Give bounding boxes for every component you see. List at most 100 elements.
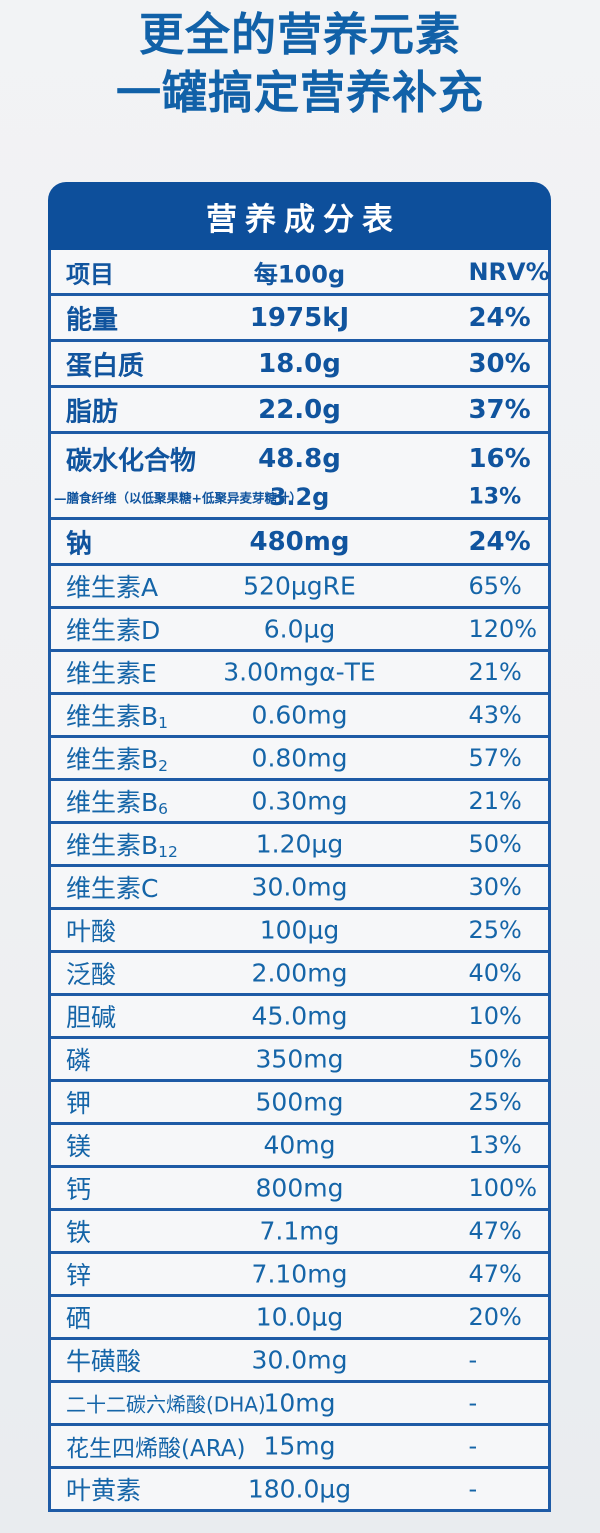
row-nrv: 100% bbox=[468, 1174, 538, 1202]
table-row: 磷 350mg 50% bbox=[51, 1036, 548, 1079]
row-nrv: 40% bbox=[468, 959, 522, 987]
row-value: 480mg bbox=[249, 526, 350, 557]
table-title: 营养成分表 bbox=[206, 201, 401, 238]
row-label: 锌 bbox=[66, 1261, 92, 1290]
table-row: 蛋白质 18.0g 30% bbox=[51, 339, 548, 385]
row-label: 维生素E bbox=[66, 659, 157, 688]
table-row: 维生素D 6.0μg 120% bbox=[51, 606, 548, 649]
row-nrv: 20% bbox=[468, 1303, 522, 1331]
table-row: 二十二碳六烯酸(DHA) 10mg - bbox=[51, 1380, 548, 1423]
page-title: 更全的营养元素 一罐搞定营养补充 bbox=[0, 6, 600, 122]
table-row: 镁 40mg 13% bbox=[51, 1122, 548, 1165]
row-nrv: 25% bbox=[468, 1088, 522, 1116]
row-label: 维生素B1 bbox=[66, 702, 169, 732]
fiber-sub-line: —膳食纤维（以低聚果糖+低聚异麦芽糖计） 3.2g 13% bbox=[51, 482, 548, 517]
row-label: 叶黄素 bbox=[66, 1476, 142, 1505]
fiber-value: 3.2g bbox=[269, 482, 330, 511]
column-header-row: 项目 每100g NRV% bbox=[51, 250, 550, 293]
row-value: 15mg bbox=[263, 1431, 336, 1461]
row-label: 牛磺酸 bbox=[66, 1347, 142, 1376]
row-value: 40mg bbox=[263, 1130, 336, 1160]
row-label: 钠 bbox=[66, 529, 93, 559]
row-label: 铁 bbox=[66, 1218, 92, 1247]
row-value: 0.80mg bbox=[251, 743, 348, 773]
table-row: 能量 1975kJ 24% bbox=[51, 293, 548, 339]
table-row: 钠 480mg 24% bbox=[51, 517, 548, 563]
row-value: 45.0mg bbox=[251, 1001, 348, 1031]
page-title-line2: 一罐搞定营养补充 bbox=[115, 66, 484, 119]
row-nrv: 25% bbox=[468, 916, 522, 944]
table-row: 花生四烯酸(ARA) 15mg - bbox=[51, 1423, 548, 1466]
column-header-nrv: NRV% bbox=[468, 257, 550, 286]
carb-main-line: 碳水化合物 48.8g 16% bbox=[51, 434, 548, 484]
table-row: 硒 10.0μg 20% bbox=[51, 1294, 548, 1337]
table-row: 叶酸 100μg 25% bbox=[51, 907, 548, 950]
table-row: 脂肪 22.0g 37% bbox=[51, 385, 548, 431]
fiber-nrv: 13% bbox=[468, 484, 522, 510]
row-nrv: 57% bbox=[468, 744, 522, 772]
table-row: 维生素A 520μgRE 65% bbox=[51, 563, 548, 606]
nutrition-table-card: 营养成分表 项目 每100g NRV% 能量 1975kJ 24% 蛋白质 18… bbox=[48, 182, 551, 1512]
row-nrv: 30% bbox=[468, 348, 531, 379]
table-row: 钾 500mg 25% bbox=[51, 1079, 548, 1122]
row-nrv: 10% bbox=[468, 1002, 522, 1030]
row-value: 800mg bbox=[255, 1173, 344, 1203]
row-nrv: - bbox=[468, 1475, 478, 1503]
row-label: 叶酸 bbox=[66, 917, 117, 946]
row-label: 硒 bbox=[66, 1304, 92, 1333]
table-row: 叶黄素 180.0μg - bbox=[51, 1466, 548, 1509]
row-value: 10.0μg bbox=[255, 1302, 344, 1332]
row-label: 维生素B6 bbox=[66, 788, 169, 818]
table-row-carbohydrate: 碳水化合物 48.8g 16% —膳食纤维（以低聚果糖+低聚异麦芽糖计） 3.2… bbox=[51, 431, 548, 517]
row-label: 胆碱 bbox=[66, 1003, 117, 1032]
row-label: 钙 bbox=[66, 1175, 92, 1204]
row-nrv: 21% bbox=[468, 787, 522, 815]
row-value: 0.30mg bbox=[251, 786, 348, 816]
row-nrv: 24% bbox=[468, 302, 531, 333]
row-value: 2.00mg bbox=[251, 958, 348, 988]
row-value: 10mg bbox=[263, 1388, 336, 1418]
row-label: 维生素B2 bbox=[66, 745, 169, 775]
row-value: 500mg bbox=[255, 1087, 344, 1117]
row-nrv: 30% bbox=[468, 873, 522, 901]
row-nrv: 43% bbox=[468, 701, 522, 729]
row-value: 18.0g bbox=[258, 348, 341, 379]
row-value: 520μgRE bbox=[243, 571, 356, 601]
row-value: 30.0mg bbox=[251, 1345, 348, 1375]
row-value: 1.20μg bbox=[255, 829, 344, 859]
row-nrv: 21% bbox=[468, 658, 522, 686]
row-value: 7.1mg bbox=[259, 1216, 340, 1246]
row-nrv: 16% bbox=[468, 444, 531, 474]
table-row: 维生素B2 0.80mg 57% bbox=[51, 735, 548, 778]
row-label: 花生四烯酸(ARA) bbox=[66, 1436, 246, 1462]
row-nrv: 47% bbox=[468, 1217, 522, 1245]
column-header-item: 项目 bbox=[66, 260, 114, 288]
fiber-label: —膳食纤维（以低聚果糖+低聚异麦芽糖计） bbox=[54, 490, 302, 506]
row-value: 350mg bbox=[255, 1044, 344, 1074]
row-label: 脂肪 bbox=[66, 397, 119, 427]
row-label: 碳水化合物 bbox=[66, 446, 197, 477]
row-nrv: 24% bbox=[468, 526, 531, 557]
row-label: 能量 bbox=[66, 305, 119, 335]
table-row: 铁 7.1mg 47% bbox=[51, 1208, 548, 1251]
row-value: 6.0μg bbox=[263, 614, 336, 644]
table-row: 胆碱 45.0mg 10% bbox=[51, 993, 548, 1036]
row-label: 维生素B12 bbox=[66, 831, 178, 861]
table-row: 维生素B12 1.20μg 50% bbox=[51, 821, 548, 864]
row-nrv: 37% bbox=[468, 394, 531, 425]
table-row: 钙 800mg 100% bbox=[51, 1165, 548, 1208]
row-value: 30.0mg bbox=[251, 872, 348, 902]
row-nrv: - bbox=[468, 1389, 478, 1417]
page-title-line1: 更全的营养元素 bbox=[138, 8, 461, 61]
row-value: 48.8g bbox=[258, 444, 341, 474]
row-label: 维生素D bbox=[66, 616, 161, 645]
row-value: 180.0μg bbox=[247, 1474, 352, 1504]
row-nrv: - bbox=[468, 1346, 478, 1374]
table-row: 维生素B6 0.30mg 21% bbox=[51, 778, 548, 821]
row-nrv: 13% bbox=[468, 1131, 522, 1159]
row-value: 100μg bbox=[259, 915, 340, 945]
row-nrv: 50% bbox=[468, 1045, 522, 1073]
row-nrv: 65% bbox=[468, 572, 522, 600]
row-label: 镁 bbox=[66, 1132, 92, 1161]
column-header-per100g: 每100g bbox=[253, 260, 346, 288]
